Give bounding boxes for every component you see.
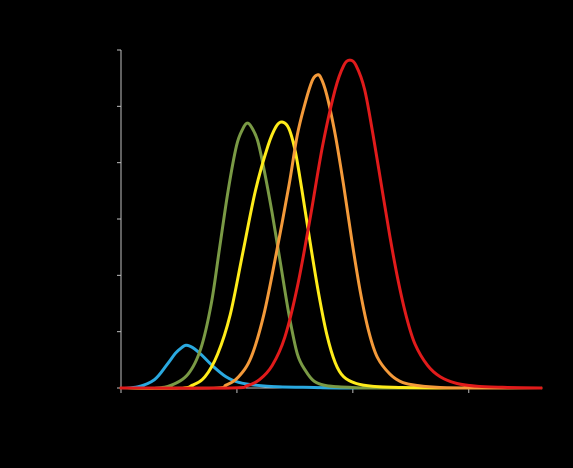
series-line-2 [119,120,543,390]
series-line-1 [119,121,543,390]
series-layer [119,58,543,390]
series-line-0 [119,343,543,390]
series-line-4 [119,58,543,390]
series-line-3 [119,73,543,390]
